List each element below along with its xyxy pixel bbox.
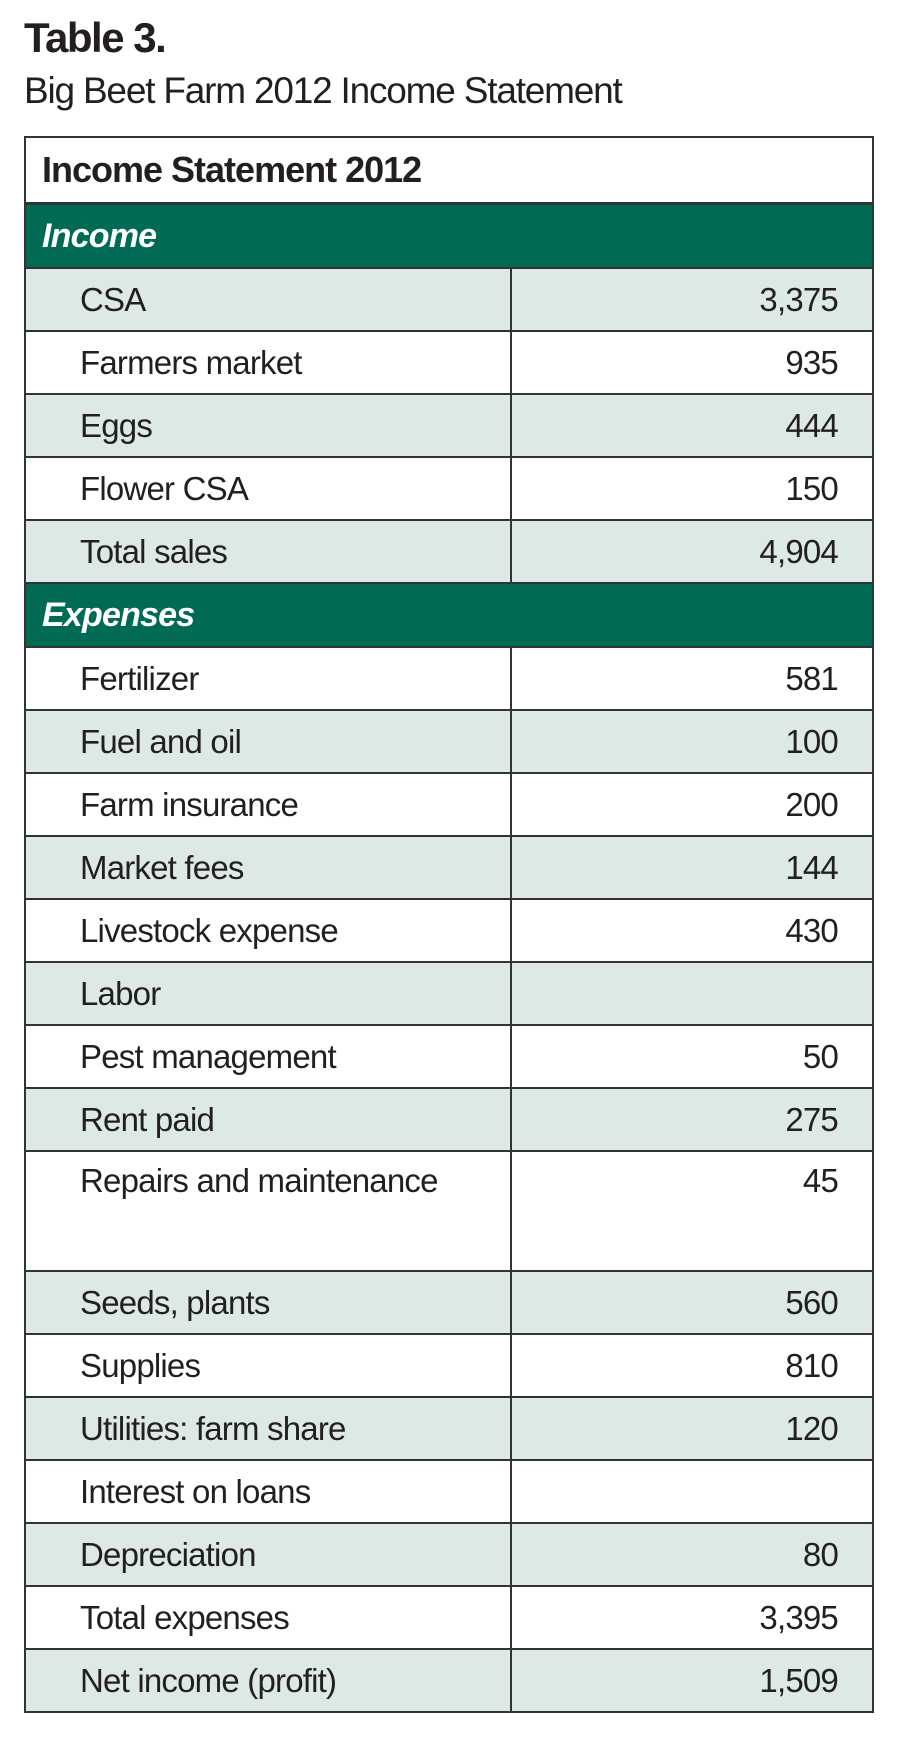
row-value: 100 [510,709,874,774]
row-label: Depreciation [24,1522,512,1587]
row-value: 50 [510,1024,874,1089]
row-label: Supplies [24,1333,512,1398]
row-value: 3,395 [510,1585,874,1650]
row-value: 810 [510,1333,874,1398]
row-label: Interest on loans [24,1459,512,1524]
table-row: Interest on loans [24,1459,874,1524]
table-row: Supplies 810 [24,1333,874,1398]
row-value: 275 [510,1087,874,1152]
expenses-section-header: Expenses [24,582,874,648]
row-label: Farm insurance [24,772,512,837]
row-label: Eggs [24,393,512,458]
row-label: Total expenses [24,1585,512,1650]
row-label: Flower CSA [24,456,512,521]
table-row: Repairs and maintenance 45 [24,1150,874,1272]
table-subtitle: Big Beet Farm 2012 Income Statement [24,70,623,111]
row-value: 80 [510,1522,874,1587]
row-label: Total sales [24,519,512,584]
table-row: Labor [24,961,874,1026]
table-row: Rent paid 275 [24,1087,874,1152]
table-row: Farmers market 935 [24,330,874,395]
row-label: Rent paid [24,1087,512,1152]
row-value: 581 [510,646,874,711]
row-value: 444 [510,393,874,458]
table-title: Income Statement 2012 [24,136,874,205]
row-value: 1,509 [510,1648,874,1713]
row-label: Pest management [24,1024,512,1089]
row-value: 3,375 [510,267,874,332]
row-label: Fertilizer [24,646,512,711]
row-label: Seeds, plants [24,1270,512,1335]
row-label: Repairs and maintenance [24,1150,512,1272]
table-row: Market fees 144 [24,835,874,900]
row-value: 45 [510,1150,874,1272]
table-row: Fertilizer 581 [24,646,874,711]
table-row: Seeds, plants 560 [24,1270,874,1335]
row-value [510,961,874,1026]
table-title-row: Income Statement 2012 [24,136,874,205]
table-row: Depreciation 80 [24,1522,874,1587]
row-value: 560 [510,1270,874,1335]
table-row: Total sales 4,904 [24,519,874,584]
row-label: Market fees [24,835,512,900]
table-row: Pest management 50 [24,1024,874,1089]
table-row: Utilities: farm share 120 [24,1396,874,1461]
table-label: Table 3. [24,14,167,61]
row-value: 430 [510,898,874,963]
row-label: Net income (profit) [24,1648,512,1713]
row-value: 200 [510,772,874,837]
row-value: 150 [510,456,874,521]
table-row: Fuel and oil 100 [24,709,874,774]
row-value: 144 [510,835,874,900]
row-value: 935 [510,330,874,395]
row-value [510,1459,874,1524]
row-label: Farmers market [24,330,512,395]
income-section-title: Income [24,202,874,269]
row-label: CSA [24,267,512,332]
income-section-header: Income [24,202,874,269]
row-label: Utilities: farm share [24,1396,512,1461]
row-value: 4,904 [510,519,874,584]
table-row: Livestock expense 430 [24,898,874,963]
expenses-section-title: Expenses [24,582,874,648]
table-row: Net income (profit) 1,509 [24,1648,874,1713]
row-label: Labor [24,961,512,1026]
table-row: Eggs 444 [24,393,874,458]
row-value: 120 [510,1396,874,1461]
income-statement-table: Income Statement 2012 Income CSA 3,375 Farm… [24,136,874,1713]
table-row: Flower CSA 150 [24,456,874,521]
row-label: Livestock expense [24,898,512,963]
table-row: CSA 3,375 [24,267,874,332]
row-label: Fuel and oil [24,709,512,774]
table-row: Total expenses 3,395 [24,1585,874,1650]
table-row: Farm insurance 200 [24,772,874,837]
